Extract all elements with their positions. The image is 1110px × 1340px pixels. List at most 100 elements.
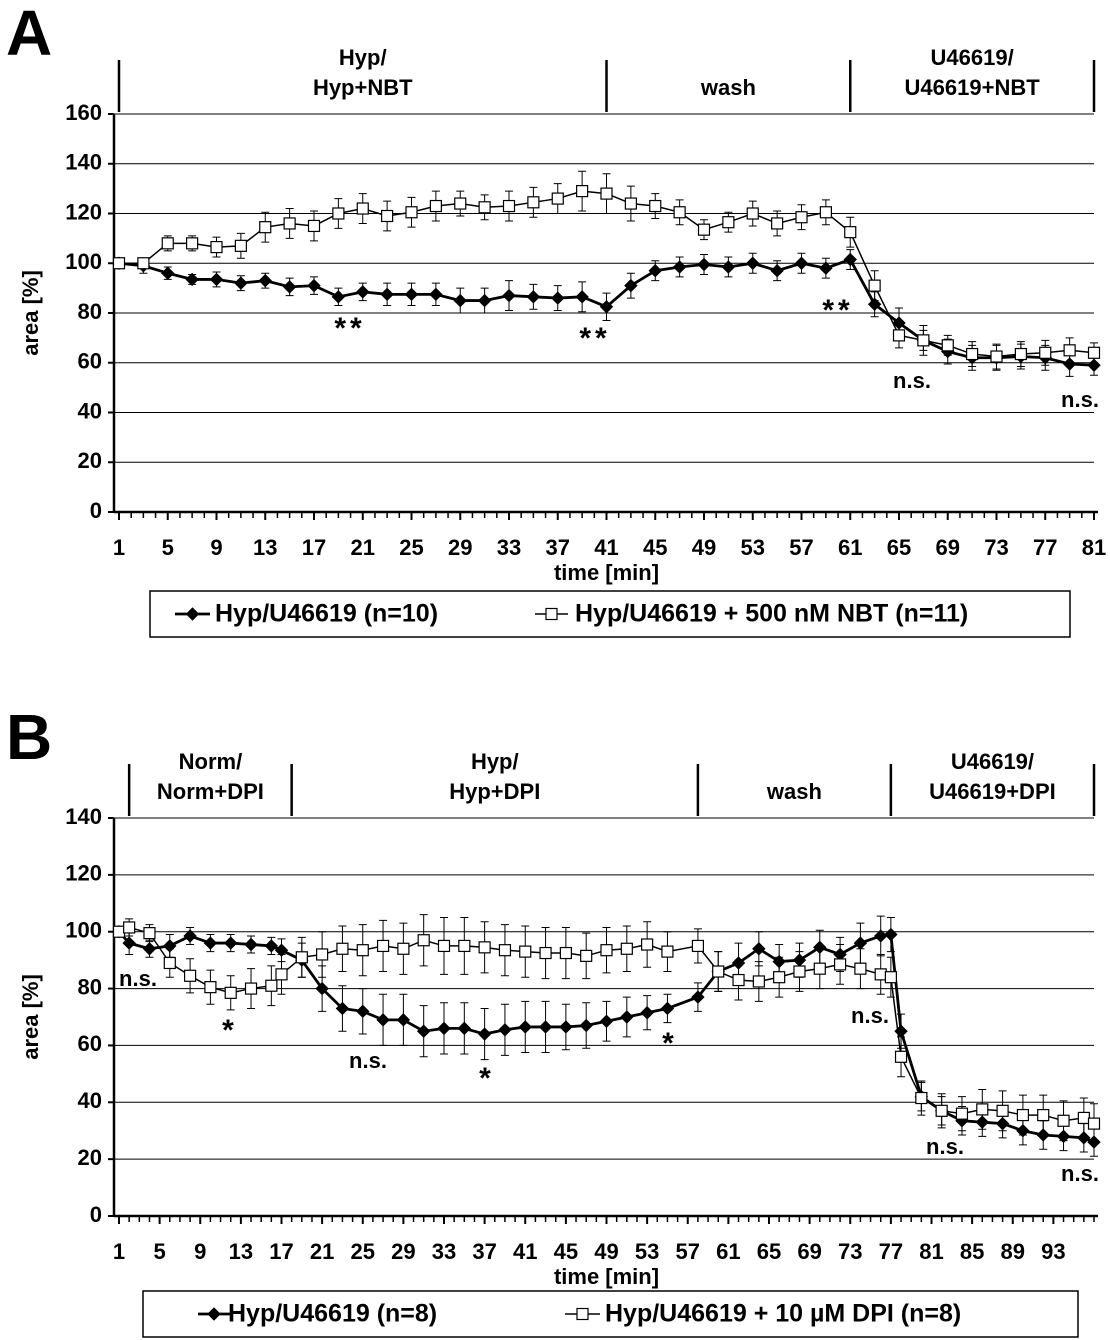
legend-label: Hyp/U46619 + 500 nM NBT (n=11)	[575, 600, 968, 628]
marker	[599, 300, 614, 314]
marker	[224, 936, 238, 950]
x-tick-label: 49	[692, 535, 716, 560]
x-tick-label: 25	[351, 1239, 375, 1264]
marker	[244, 982, 258, 995]
marker	[624, 197, 637, 210]
marker	[819, 206, 832, 219]
marker	[416, 1024, 431, 1038]
marker	[477, 1027, 492, 1041]
marker	[502, 288, 516, 303]
x-tick-label: 9	[210, 535, 222, 560]
marker	[186, 237, 199, 250]
marker	[478, 941, 491, 954]
marker	[316, 948, 329, 961]
marker	[356, 202, 369, 215]
marker	[161, 237, 174, 250]
x-tick-label: 49	[594, 1239, 618, 1264]
marker	[697, 223, 711, 236]
marker	[884, 927, 898, 942]
x-tick-label: 21	[310, 1239, 334, 1264]
marker	[259, 221, 272, 234]
x-tick-label: 77	[879, 1239, 903, 1264]
legend-label: Hyp/U46619 (n=10)	[215, 600, 438, 628]
marker	[935, 1104, 948, 1117]
x-tick-label: 9	[194, 1239, 206, 1264]
x-tick-label: 53	[635, 1239, 659, 1264]
marker	[660, 1001, 675, 1016]
marker	[793, 965, 806, 978]
marker	[712, 965, 725, 978]
x-tick-label: 89	[1001, 1239, 1025, 1264]
marker	[771, 217, 784, 230]
legend-marker	[207, 1307, 221, 1321]
legend-marker	[545, 607, 558, 621]
legend-label: Hyp/U46619 + 10 µM DPI (n=8)	[605, 1300, 961, 1328]
marker	[307, 278, 321, 293]
marker	[1087, 1117, 1101, 1130]
y-axis-label: area [%]	[18, 974, 43, 1060]
x-axis-label: time [min]	[554, 560, 659, 585]
annotation: **	[579, 322, 610, 355]
x-tick-label: 33	[497, 535, 521, 560]
y-tick-label: 140	[65, 804, 102, 829]
x-tick-label: 13	[229, 1239, 253, 1264]
marker	[874, 929, 888, 943]
marker	[112, 257, 126, 270]
legend-label: Hyp/U46619 (n=8)	[228, 1300, 437, 1328]
y-tick-label: 20	[78, 448, 102, 473]
marker	[142, 942, 157, 956]
marker	[234, 239, 247, 252]
phase-label: Norm+DPI	[157, 779, 264, 804]
marker	[600, 187, 613, 200]
marker	[1077, 1111, 1090, 1125]
marker	[244, 937, 258, 952]
marker	[331, 290, 346, 304]
marker	[437, 1021, 451, 1036]
marker	[204, 981, 217, 994]
legend-box	[149, 590, 1071, 638]
marker	[258, 273, 272, 288]
marker	[795, 211, 808, 224]
y-tick-label: 80	[78, 299, 102, 324]
marker	[380, 287, 394, 302]
marker	[477, 293, 492, 308]
marker	[620, 942, 633, 955]
x-tick-label: 1	[113, 1239, 125, 1264]
x-tick-label: 37	[472, 1239, 496, 1264]
marker	[112, 925, 126, 938]
panel-label: A	[6, 0, 52, 69]
marker	[579, 1018, 593, 1033]
marker	[405, 206, 418, 219]
marker	[1062, 357, 1077, 371]
panel-label: B	[6, 701, 52, 773]
x-tick-label: 41	[594, 535, 618, 560]
marker	[454, 197, 467, 210]
marker	[874, 968, 887, 981]
x-axis-label: time [min]	[554, 1264, 659, 1289]
marker	[275, 968, 288, 981]
marker	[559, 946, 572, 960]
marker	[661, 945, 674, 958]
marker	[356, 1004, 370, 1019]
marker	[224, 986, 237, 999]
phase-label: wash	[700, 75, 756, 100]
marker	[336, 942, 349, 955]
x-tick-label: 69	[797, 1239, 821, 1264]
marker	[697, 257, 711, 272]
marker	[478, 201, 491, 214]
marker	[966, 347, 979, 361]
x-tick-label: 57	[789, 535, 813, 560]
marker	[990, 350, 1003, 363]
marker	[429, 287, 443, 302]
marker	[770, 264, 784, 278]
marker	[853, 936, 868, 950]
marker	[283, 217, 296, 230]
marker	[295, 951, 308, 964]
marker	[892, 329, 906, 342]
x-tick-label: 5	[154, 1239, 166, 1264]
y-tick-label: 120	[65, 199, 102, 224]
marker	[559, 1020, 573, 1034]
marker	[649, 199, 662, 213]
phase-label: Hyp+NBT	[313, 75, 413, 100]
